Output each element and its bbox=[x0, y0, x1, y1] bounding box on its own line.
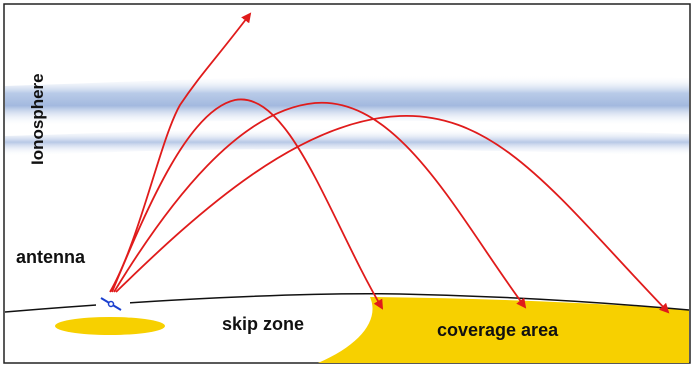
coverage-area bbox=[318, 297, 689, 363]
ionosphere-band-lower bbox=[5, 128, 689, 156]
antenna-label: antenna bbox=[16, 247, 86, 267]
ray-3 bbox=[115, 115, 670, 314]
ray-1 bbox=[111, 98, 384, 310]
radio-rays bbox=[109, 12, 670, 314]
coverage-area-label: coverage area bbox=[437, 320, 559, 340]
ionosphere-band-upper bbox=[5, 75, 689, 126]
ionosphere-label: Ionosphere bbox=[28, 73, 47, 165]
ground-line bbox=[4, 292, 690, 313]
ray-2 bbox=[113, 102, 527, 309]
antenna-icon bbox=[100, 297, 122, 311]
antenna-gap bbox=[96, 292, 130, 308]
antenna-ground-patch bbox=[55, 317, 165, 335]
skip-zone-label: skip zone bbox=[222, 314, 304, 334]
ray-escaping bbox=[109, 12, 252, 293]
